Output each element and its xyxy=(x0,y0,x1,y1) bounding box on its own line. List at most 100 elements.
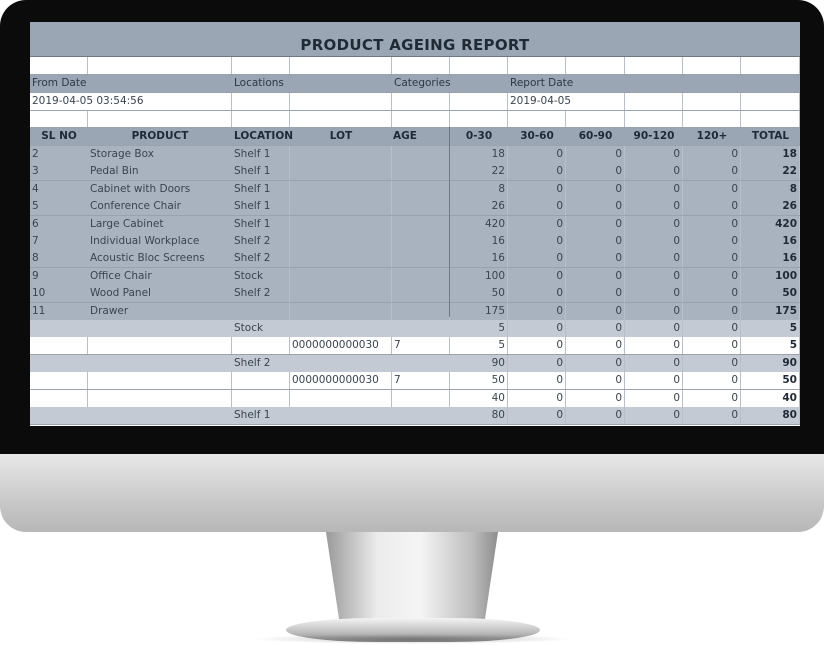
total-cell: 22 xyxy=(741,163,800,181)
grid-cell xyxy=(290,93,392,110)
grid-cell xyxy=(450,93,508,110)
col-header-lot: LOT xyxy=(329,130,353,142)
total-cell: 18 xyxy=(741,146,800,163)
location-cell xyxy=(232,372,290,390)
bucket-30-60-cell: 0 xyxy=(508,354,566,372)
sl-no-cell xyxy=(30,407,88,424)
bucket-0-30-cell: 18 xyxy=(450,146,508,163)
lot-cell xyxy=(290,233,392,250)
bucket-30-60-cell: 0 xyxy=(508,215,566,233)
grid-cell xyxy=(392,57,450,74)
lot-cell xyxy=(290,267,392,285)
col-header-60-90: 60-90 xyxy=(578,130,613,142)
total-cell: 80 xyxy=(741,407,800,424)
bucket-0-30-cell: 22 xyxy=(450,163,508,181)
product-cell: Storage Box xyxy=(90,148,154,160)
location-group-row: Shelf 1 80 0 0 0 0 80 xyxy=(30,407,800,425)
table-header-row: SL NO PRODUCT LOCATION LOT AGE 0-30 30-6… xyxy=(30,128,800,146)
product-cell xyxy=(88,407,232,424)
from-date-value: 2019-04-05 03:54:56 xyxy=(30,93,232,110)
grid-cell xyxy=(625,93,683,110)
table-row: 10 Wood Panel Shelf 2 50 0 0 0 0 50 xyxy=(30,285,800,304)
bucket-30-60-cell: 0 xyxy=(508,320,566,337)
age-cell xyxy=(392,180,450,198)
col-header-0-30: 0-30 xyxy=(465,130,493,142)
bucket-30-60-cell: 0 xyxy=(508,407,566,424)
age-cell xyxy=(392,407,450,424)
bucket-60-90-cell: 0 xyxy=(566,146,625,163)
grid-cell xyxy=(625,57,683,74)
col-header-sl-no: SL NO xyxy=(41,130,77,142)
sl-no-cell xyxy=(30,389,88,407)
lot-cell xyxy=(290,320,392,337)
locations-value xyxy=(232,93,290,110)
bucket-90-120-cell: 0 xyxy=(625,163,683,181)
lot-detail-row: 40 0 0 0 0 40 xyxy=(30,389,800,408)
location-cell: Shelf 2 xyxy=(234,356,271,369)
bucket-120-plus-cell: 0 xyxy=(683,285,741,303)
bucket-30-60-cell: 0 xyxy=(508,267,566,285)
bucket-0-30-cell: 5 xyxy=(450,337,508,355)
bucket-120-plus-cell: 0 xyxy=(683,354,741,372)
grid-cell xyxy=(683,57,741,74)
bucket-0-30-cell: 16 xyxy=(450,233,508,250)
age-cell xyxy=(392,250,450,268)
bucket-30-60-cell: 0 xyxy=(508,389,566,407)
bucket-120-plus-cell: 0 xyxy=(683,198,741,216)
bucket-90-120-cell: 0 xyxy=(625,372,683,390)
bucket-120-plus-cell: 0 xyxy=(683,233,741,250)
lot-cell xyxy=(290,355,392,372)
bucket-90-120-cell: 0 xyxy=(625,389,683,407)
grid-cell xyxy=(30,57,88,74)
bucket-60-90-cell: 0 xyxy=(566,389,625,407)
bucket-60-90-cell: 0 xyxy=(566,250,625,268)
bucket-120-plus-cell: 0 xyxy=(683,302,741,320)
age-cell xyxy=(392,233,450,250)
total-cell: 90 xyxy=(741,354,800,372)
report-title-bar: PRODUCT AGEING REPORT xyxy=(30,22,800,57)
location-cell: Shelf 1 xyxy=(232,163,290,181)
age-cell xyxy=(392,320,450,337)
col-header-product: PRODUCT xyxy=(131,130,189,142)
lot-detail-row: 0000000000030 7 50 0 0 0 0 50 xyxy=(30,372,800,391)
total-cell: 16 xyxy=(741,250,800,268)
bucket-30-60-cell: 0 xyxy=(508,372,566,390)
total-cell: 40 xyxy=(741,389,800,407)
lot-cell xyxy=(290,285,392,303)
bucket-90-120-cell: 0 xyxy=(625,267,683,285)
sl-no-cell: 11 xyxy=(32,304,46,317)
grid-cell xyxy=(232,111,290,127)
bucket-90-120-cell: 0 xyxy=(625,215,683,233)
filter-values-row: 2019-04-05 03:54:56 2019-04-05 xyxy=(30,93,800,111)
monitor-stand xyxy=(326,532,498,624)
location-cell: Stock xyxy=(232,267,290,285)
sl-no-cell: 4 xyxy=(32,182,39,195)
bucket-90-120-cell: 0 xyxy=(625,407,683,424)
bucket-60-90-cell: 0 xyxy=(566,285,625,303)
age-cell xyxy=(392,389,450,407)
total-cell: 100 xyxy=(741,267,800,285)
lot-detail-row: 0000000000030 7 5 0 0 0 0 5 xyxy=(30,337,800,356)
locations-label: Locations xyxy=(234,77,284,89)
product-cell xyxy=(88,355,232,372)
lot-cell: 0000000000030 xyxy=(290,372,392,390)
monitor-chin xyxy=(0,454,824,532)
column-divider xyxy=(449,127,450,317)
product-cell xyxy=(88,372,232,390)
lot-cell xyxy=(290,389,392,407)
sl-no-cell xyxy=(30,337,88,355)
categories-value xyxy=(392,93,450,110)
sl-no-cell xyxy=(30,372,88,390)
age-cell xyxy=(392,215,450,233)
col-header-total: TOTAL xyxy=(751,130,790,142)
from-date-label: From Date xyxy=(32,77,87,89)
bucket-30-60-cell: 0 xyxy=(508,180,566,198)
grid-cell xyxy=(450,111,508,127)
bucket-90-120-cell: 0 xyxy=(625,198,683,216)
location-cell xyxy=(232,302,290,320)
lot-cell xyxy=(290,163,392,181)
location-cell: Shelf 2 xyxy=(232,285,290,303)
lot-cell: 0000000000030 xyxy=(290,337,392,355)
total-cell: 8 xyxy=(741,180,800,198)
